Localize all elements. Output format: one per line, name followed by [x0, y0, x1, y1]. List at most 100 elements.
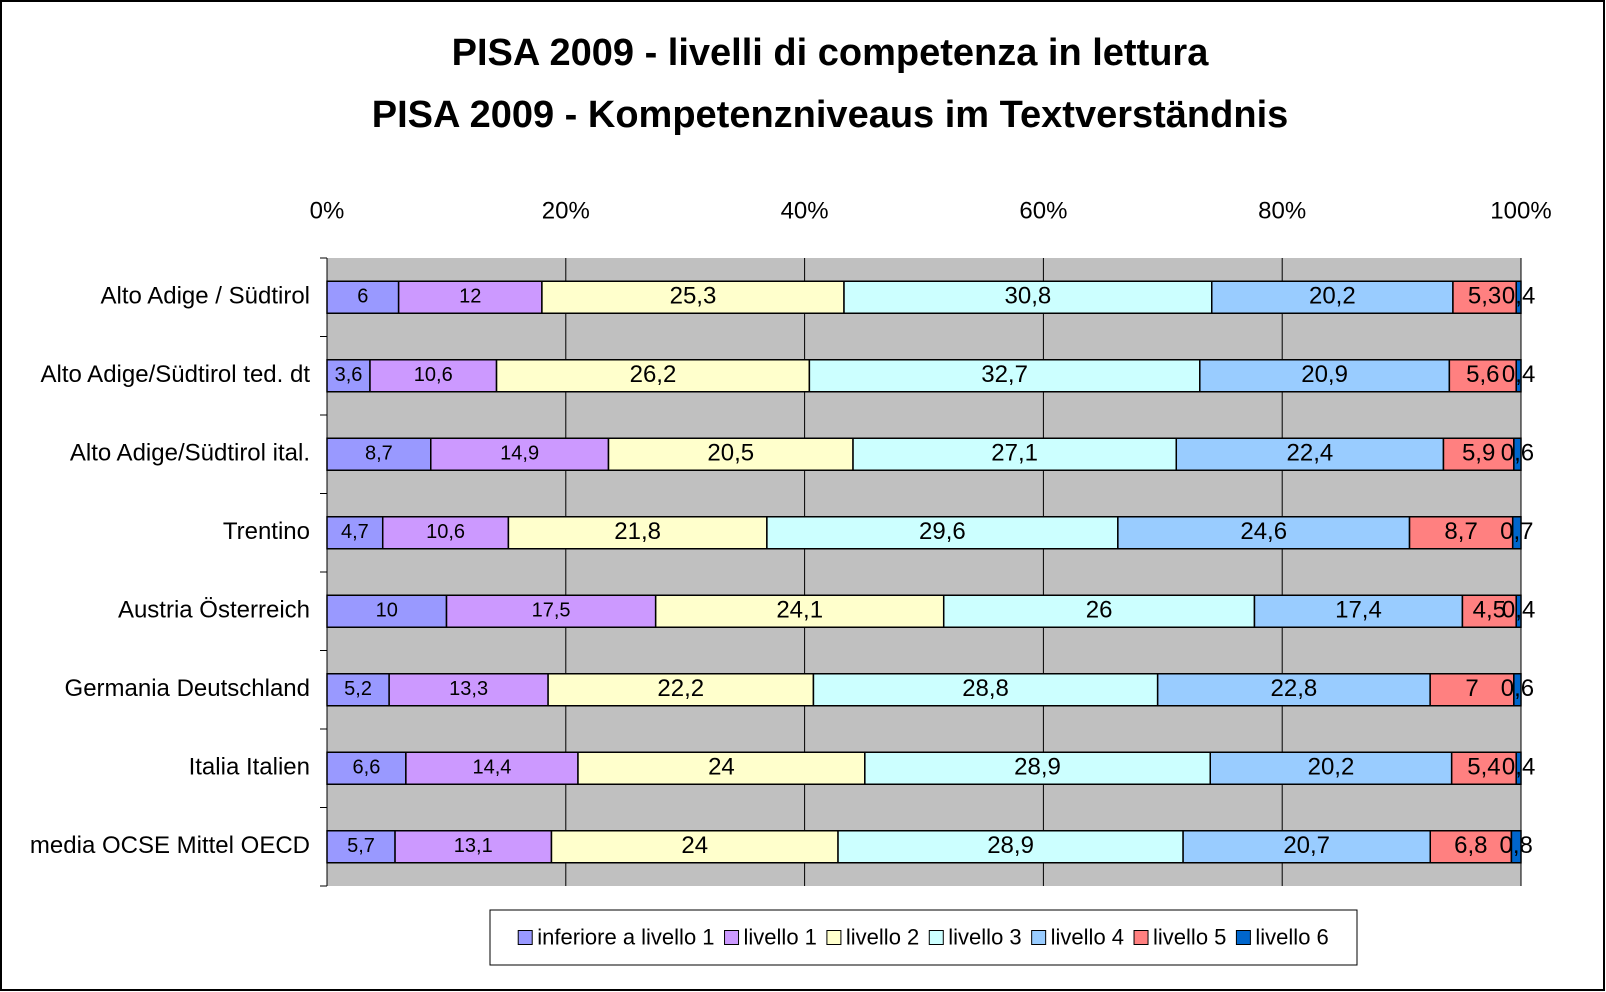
- data-label: 20,2: [1309, 283, 1356, 310]
- data-label: 5,7: [347, 835, 375, 857]
- x-tick-label: 60%: [1019, 197, 1067, 224]
- data-label: 8,7: [1444, 518, 1477, 545]
- bar-segment: [1429, 673, 1515, 707]
- data-label: 32,7: [981, 361, 1028, 388]
- data-label: 28,8: [962, 675, 1009, 702]
- bar-segment: [843, 280, 1213, 314]
- data-label: 17,5: [532, 600, 571, 622]
- data-label: 6,6: [353, 757, 381, 779]
- x-tick-label: 0%: [310, 197, 345, 224]
- y-tick-label: media OCSE Mittel OECD: [30, 832, 310, 859]
- legend-label: livello 6: [1255, 924, 1328, 949]
- bar-segment: [550, 830, 839, 864]
- plot-area: [327, 258, 1521, 886]
- bar-segment: [1175, 437, 1445, 471]
- data-label: 26: [1086, 597, 1113, 624]
- data-label: 20,7: [1283, 832, 1330, 859]
- bar-segment: [326, 516, 384, 550]
- y-tick-label: Italia Italien: [189, 754, 310, 781]
- bar-segment: [852, 437, 1178, 471]
- data-label: 7: [1465, 675, 1478, 702]
- x-tick-label: 40%: [781, 197, 829, 224]
- legend-swatch: [724, 930, 740, 945]
- data-label: 5,4: [1467, 754, 1500, 781]
- data-label: 10,6: [414, 364, 453, 386]
- data-label: 24,6: [1240, 518, 1287, 545]
- data-label: 22,4: [1287, 440, 1334, 467]
- bar-segment: [837, 830, 1184, 864]
- bar-segment: [405, 751, 579, 785]
- data-label: 0,4: [1502, 283, 1535, 310]
- bar-segment: [1511, 516, 1522, 550]
- legend-label: inferiore a livello 1: [537, 924, 714, 949]
- y-tick-label: Alto Adige/Südtirol ted. dt: [40, 361, 310, 388]
- data-label: 28,9: [987, 832, 1034, 859]
- data-label: 5,3: [1468, 283, 1501, 310]
- bar-segment: [808, 359, 1201, 393]
- bar-segment: [1209, 751, 1453, 785]
- data-label: 29,6: [919, 518, 966, 545]
- data-label: 21,8: [614, 518, 661, 545]
- data-label: 3,6: [335, 364, 363, 386]
- legend-swatch: [1235, 930, 1251, 945]
- data-label: 25,3: [670, 283, 717, 310]
- bar-segment: [1408, 516, 1514, 550]
- data-label: 6: [357, 286, 368, 308]
- bar-segment: [381, 516, 510, 550]
- bar-segment: [1452, 280, 1517, 314]
- legend: inferiore a livello 1 livello 1 livello 2 l…: [517, 924, 1329, 949]
- data-label: 20,5: [707, 440, 754, 467]
- bar-segment: [1253, 594, 1464, 628]
- data-label: 14,4: [472, 757, 511, 779]
- data-label: 24: [708, 754, 735, 781]
- bar-segment: [1156, 673, 1431, 707]
- legend-label: livello 2: [846, 924, 919, 949]
- data-label: 8,7: [365, 443, 393, 465]
- bar-segment: [547, 673, 815, 707]
- bar-segment: [1450, 751, 1517, 785]
- x-tick-label: 80%: [1258, 197, 1306, 224]
- data-label: 12: [459, 286, 481, 308]
- data-label: 24: [681, 832, 708, 859]
- bar-segment: [1513, 673, 1522, 707]
- data-label: 20,9: [1301, 361, 1348, 388]
- bar-segment: [1510, 830, 1522, 864]
- legend-swatch: [928, 930, 944, 945]
- data-label: 6,8: [1454, 832, 1487, 859]
- bar-segment: [1117, 516, 1411, 550]
- data-label: 5,2: [344, 678, 372, 700]
- data-label: 13,3: [449, 678, 488, 700]
- legend-swatch: [517, 930, 533, 945]
- bar-segment: [1513, 437, 1522, 471]
- data-label: 0,6: [1501, 440, 1534, 467]
- bar-segment: [812, 673, 1159, 707]
- x-tick-label: 100%: [1490, 197, 1551, 224]
- data-label: 20,2: [1308, 754, 1355, 781]
- data-label: 5,6: [1466, 361, 1499, 388]
- y-tick-label: Alto Adige/Südtirol ital.: [70, 440, 310, 467]
- data-label: 4,5: [1473, 597, 1506, 624]
- bar-segment: [1211, 280, 1454, 314]
- data-label: 4,7: [341, 521, 369, 543]
- data-label: 14,9: [500, 443, 539, 465]
- legend-label: livello 1: [744, 924, 817, 949]
- bar-segment: [942, 594, 1256, 628]
- data-label: 0,4: [1502, 597, 1535, 624]
- legend-label: livello 3: [948, 924, 1021, 949]
- data-label: 22,2: [657, 675, 704, 702]
- bar-segment: [326, 280, 400, 314]
- data-label: 27,1: [991, 440, 1038, 467]
- data-label: 5,9: [1462, 440, 1495, 467]
- legend-label: livello 5: [1153, 924, 1226, 949]
- data-label: 10: [376, 600, 398, 622]
- bar-segment: [326, 359, 371, 393]
- x-tick-label: 20%: [542, 197, 590, 224]
- bar-segment: [1182, 830, 1432, 864]
- legend-swatch: [1133, 930, 1149, 945]
- bar-segment: [1442, 437, 1515, 471]
- bar-segment: [445, 594, 657, 628]
- bar-segment: [1515, 359, 1522, 393]
- legend-label: livello 4: [1051, 924, 1124, 949]
- data-label: 0,4: [1502, 361, 1535, 388]
- bar-segment: [654, 594, 945, 628]
